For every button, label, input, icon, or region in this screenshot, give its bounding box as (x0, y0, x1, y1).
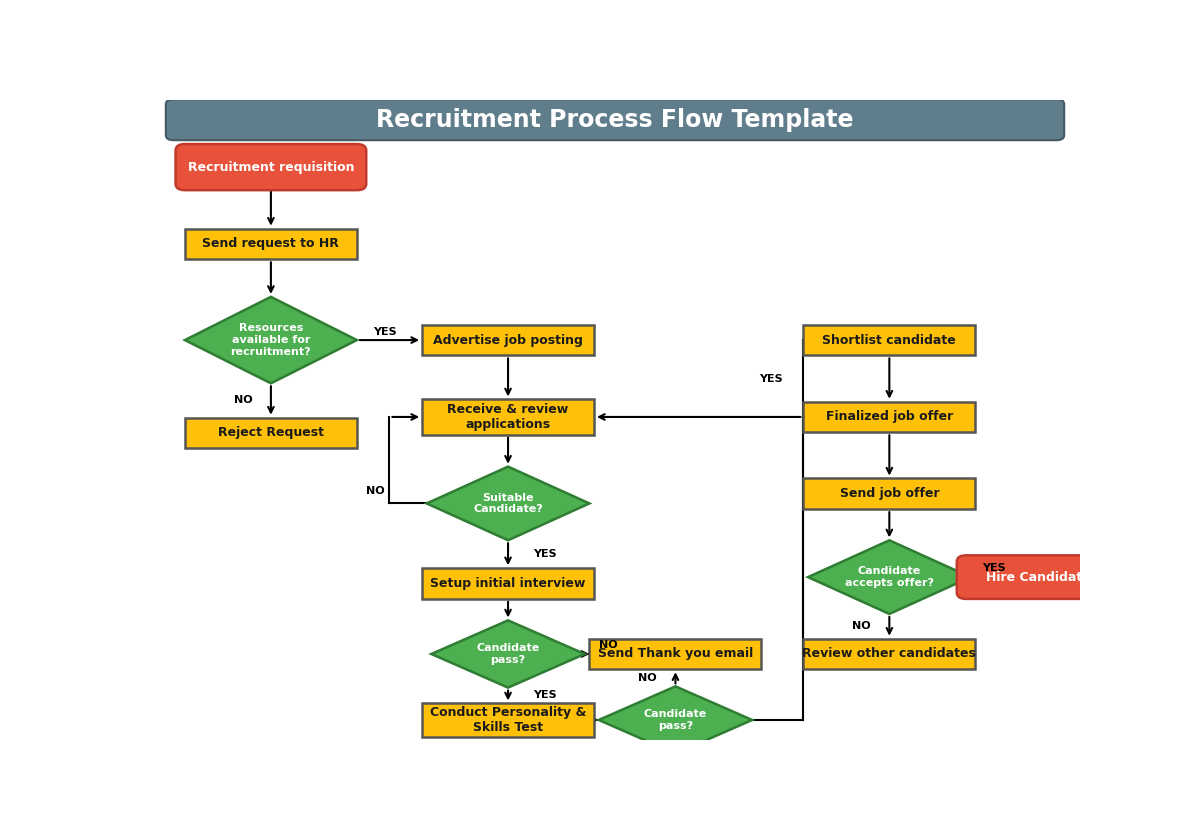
Text: NO: NO (234, 395, 252, 405)
Text: Resources
available for
recruitment?: Resources available for recruitment? (230, 324, 311, 357)
Text: Finalized job offer: Finalized job offer (826, 410, 953, 423)
Text: Recruitment requisition: Recruitment requisition (187, 161, 354, 174)
Text: Send request to HR: Send request to HR (203, 237, 340, 250)
Text: Candidate
accepts offer?: Candidate accepts offer? (845, 567, 934, 588)
Polygon shape (599, 686, 752, 754)
FancyBboxPatch shape (422, 568, 594, 599)
Text: Advertise job posting: Advertise job posting (433, 334, 583, 347)
FancyBboxPatch shape (185, 418, 356, 448)
Text: Hire Candidate: Hire Candidate (985, 571, 1091, 583)
Text: Setup initial interview: Setup initial interview (431, 577, 586, 590)
FancyBboxPatch shape (422, 399, 594, 434)
Text: YES: YES (373, 328, 397, 338)
Text: YES: YES (534, 691, 557, 701)
Text: NO: NO (638, 673, 656, 683)
FancyBboxPatch shape (803, 478, 976, 509)
Text: Send job offer: Send job offer (840, 488, 940, 500)
FancyBboxPatch shape (422, 703, 594, 736)
FancyBboxPatch shape (166, 99, 1064, 141)
FancyBboxPatch shape (803, 324, 976, 355)
Polygon shape (185, 297, 356, 384)
Text: YES: YES (982, 563, 1006, 573)
FancyBboxPatch shape (956, 555, 1120, 599)
Text: Review other candidates: Review other candidates (803, 647, 977, 661)
Text: Recruitment Process Flow Template: Recruitment Process Flow Template (377, 107, 853, 131)
FancyBboxPatch shape (175, 144, 366, 191)
Text: Shortlist candidate: Shortlist candidate (822, 334, 956, 347)
Text: NO: NO (599, 640, 617, 650)
Text: Send Thank you email: Send Thank you email (598, 647, 754, 661)
Polygon shape (808, 540, 971, 614)
Text: Receive & review
applications: Receive & review applications (448, 403, 569, 431)
FancyBboxPatch shape (803, 639, 976, 670)
Text: Conduct Personality &
Skills Test: Conduct Personality & Skills Test (430, 706, 587, 734)
FancyBboxPatch shape (422, 324, 594, 355)
Text: Candidate
pass?: Candidate pass? (476, 643, 540, 665)
Text: Reject Request: Reject Request (218, 427, 324, 439)
Text: NO: NO (852, 622, 871, 631)
Text: Suitable
Candidate?: Suitable Candidate? (473, 493, 542, 514)
Polygon shape (427, 467, 589, 540)
Text: YES: YES (534, 549, 557, 559)
FancyBboxPatch shape (185, 229, 356, 260)
Text: NO: NO (366, 486, 385, 496)
FancyBboxPatch shape (803, 402, 976, 433)
FancyBboxPatch shape (589, 639, 762, 670)
Text: Candidate
pass?: Candidate pass? (644, 709, 707, 730)
Text: YES: YES (758, 374, 782, 384)
Polygon shape (431, 621, 584, 687)
